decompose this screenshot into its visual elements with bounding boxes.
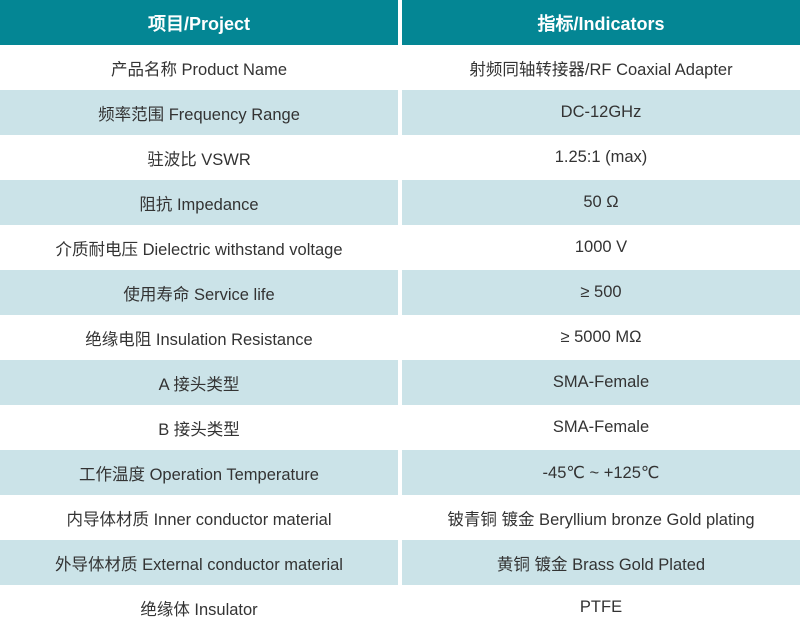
cell-project: 绝缘体 Insulator bbox=[0, 585, 398, 630]
cell-project: 内导体材质 Inner conductor material bbox=[0, 495, 398, 540]
table-header-row: 项目/Project 指标/Indicators bbox=[0, 0, 800, 45]
cell-project: B 接头类型 bbox=[0, 405, 398, 450]
table-row-service-life: 使用寿命 Service life ≥ 500 bbox=[0, 270, 800, 315]
cell-project: 使用寿命 Service life bbox=[0, 270, 398, 315]
cell-project: 阻抗 Impedance bbox=[0, 180, 398, 225]
cell-indicator: 1000 V bbox=[402, 225, 800, 270]
table-row-inner-conductor-material: 内导体材质 Inner conductor material 铍青铜 镀金 Be… bbox=[0, 495, 800, 540]
cell-project: A 接头类型 bbox=[0, 360, 398, 405]
cell-indicator: ≥ 500 bbox=[402, 270, 800, 315]
table-row-product-name: 产品名称 Product Name 射频同轴转接器/RF Coaxial Ada… bbox=[0, 45, 800, 90]
cell-indicator: 黄铜 镀金 Brass Gold Plated bbox=[402, 540, 800, 585]
cell-indicator: DC-12GHz bbox=[402, 90, 800, 135]
table-row-dielectric-withstand-voltage: 介质耐电压 Dielectric withstand voltage 1000 … bbox=[0, 225, 800, 270]
table-row-insulator: 绝缘体 Insulator PTFE bbox=[0, 585, 800, 630]
table-row-insulation-resistance: 绝缘电阻 Insulation Resistance ≥ 5000 MΩ bbox=[0, 315, 800, 360]
cell-project: 介质耐电压 Dielectric withstand voltage bbox=[0, 225, 398, 270]
cell-project: 绝缘电阻 Insulation Resistance bbox=[0, 315, 398, 360]
column-header-indicators: 指标/Indicators bbox=[402, 0, 800, 45]
table-row-connector-a-type: A 接头类型 SMA-Female bbox=[0, 360, 800, 405]
table-row-operation-temperature: 工作温度 Operation Temperature -45℃ ~ +125℃ bbox=[0, 450, 800, 495]
cell-indicator: SMA-Female bbox=[402, 405, 800, 450]
cell-project: 外导体材质 External conductor material bbox=[0, 540, 398, 585]
column-header-project: 项目/Project bbox=[0, 0, 398, 45]
cell-project: 产品名称 Product Name bbox=[0, 45, 398, 90]
table-row-external-conductor-material: 外导体材质 External conductor material 黄铜 镀金 … bbox=[0, 540, 800, 585]
cell-indicator: 1.25:1 (max) bbox=[402, 135, 800, 180]
table-row-vswr: 驻波比 VSWR 1.25:1 (max) bbox=[0, 135, 800, 180]
cell-indicator: 50 Ω bbox=[402, 180, 800, 225]
table-row-impedance: 阻抗 Impedance 50 Ω bbox=[0, 180, 800, 225]
table-row-connector-b-type: B 接头类型 SMA-Female bbox=[0, 405, 800, 450]
cell-project: 驻波比 VSWR bbox=[0, 135, 398, 180]
cell-indicator: ≥ 5000 MΩ bbox=[402, 315, 800, 360]
cell-indicator: SMA-Female bbox=[402, 360, 800, 405]
cell-indicator: 射频同轴转接器/RF Coaxial Adapter bbox=[402, 45, 800, 90]
cell-project: 频率范围 Frequency Range bbox=[0, 90, 398, 135]
cell-indicator: -45℃ ~ +125℃ bbox=[402, 450, 800, 495]
cell-indicator: PTFE bbox=[402, 585, 800, 630]
cell-project: 工作温度 Operation Temperature bbox=[0, 450, 398, 495]
table-row-frequency-range: 频率范围 Frequency Range DC-12GHz bbox=[0, 90, 800, 135]
cell-indicator: 铍青铜 镀金 Beryllium bronze Gold plating bbox=[402, 495, 800, 540]
